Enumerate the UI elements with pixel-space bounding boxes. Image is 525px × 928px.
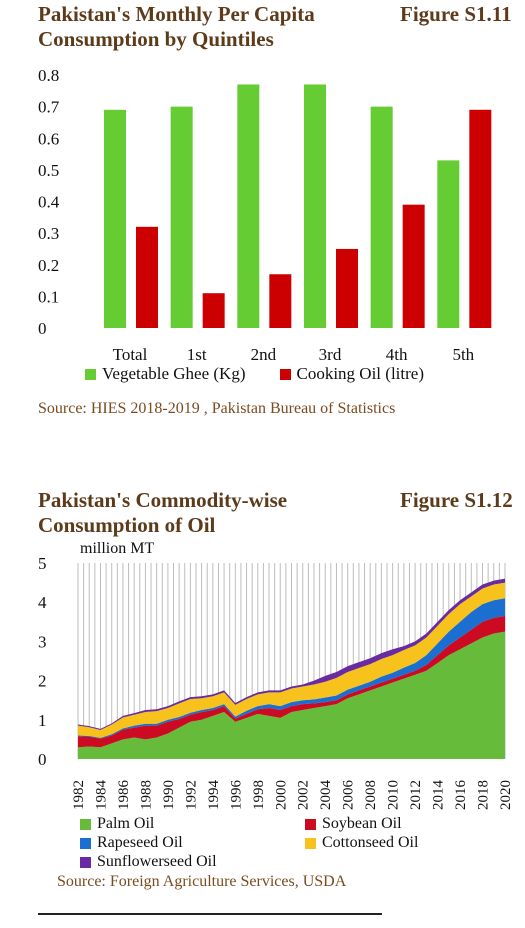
y-tick-label: 0.5 <box>38 161 59 180</box>
y-tick-label: 0.2 <box>38 256 59 275</box>
x-tick-label: 2002 <box>296 780 312 810</box>
chart2-unit-label: million MT <box>80 540 155 557</box>
y-tick-label: 0.8 <box>38 66 59 85</box>
x-tick-label: 2006 <box>341 780 357 811</box>
y-tick-label: 0 <box>38 750 47 769</box>
x-tick-label: 1984 <box>93 780 109 811</box>
legend-swatch-vegetable-ghee <box>85 368 96 380</box>
y-tick-label: 0.4 <box>38 193 60 212</box>
legend-item-sunflowerseed-oil: Sunflowerseed Oil <box>80 853 217 871</box>
area-cottonseed-oil <box>78 582 505 738</box>
x-tick-label: 1998 <box>251 780 267 810</box>
legend-label-palm-oil: Palm Oil <box>97 815 155 832</box>
chart2-title: Pakistan's Commodity-wise Consumption of… <box>38 488 287 538</box>
legend-label-soybean-oil: Soybean Oil <box>322 815 402 832</box>
bar-cooking-5th <box>469 109 492 328</box>
y-tick-label: 0.1 <box>38 287 59 306</box>
legend-label-sunflowerseed-oil: Sunflowerseed Oil <box>97 853 217 870</box>
x-tick-label: 1988 <box>138 780 154 810</box>
chart1-title-line2: Consumption by Quintiles <box>38 27 274 51</box>
x-tick-label: Total <box>113 345 148 364</box>
x-tick-label: 1st <box>187 345 207 364</box>
area-palm-oil <box>78 631 505 759</box>
x-tick-label: 2020 <box>498 780 514 810</box>
chart1-title: Pakistan's Monthly Per Capita Consumptio… <box>38 2 315 52</box>
legend-item-cottonseed-oil: Cottonseed Oil <box>305 834 418 852</box>
bar-cooking-1st <box>202 293 225 328</box>
chart2-title-line2: Consumption of Oil <box>38 513 216 537</box>
y-tick-label: 2 <box>38 672 47 691</box>
legend-label-vegetable-ghee: Vegetable Ghee (Kg) <box>102 364 246 383</box>
chart1-title-line1: Pakistan's Monthly Per Capita <box>38 2 315 26</box>
chart1-source: Source: HIES 2018-2019 , Pakistan Bureau… <box>38 400 396 417</box>
x-tick-label: 1986 <box>116 780 132 811</box>
x-tick-label: 2000 <box>273 780 289 810</box>
bar-vegetable-4th <box>370 106 393 328</box>
x-tick-label: 2016 <box>453 780 469 811</box>
bar-cooking-total <box>136 226 158 328</box>
legend-label-cooking-oil: Cooking Oil (litre) <box>296 364 424 383</box>
x-tick-label: 2014 <box>431 780 447 811</box>
legend-item-rapeseed-oil: Rapeseed Oil <box>80 834 183 852</box>
y-tick-label: 3 <box>38 632 47 651</box>
legend-swatch-rapeseed-oil <box>80 837 91 849</box>
legend-label-rapeseed-oil: Rapeseed Oil <box>97 834 183 851</box>
bar-vegetable-1st <box>170 106 193 328</box>
legend-item-soybean-oil: Soybean Oil <box>305 815 402 833</box>
bar-vegetable-5th <box>437 160 460 328</box>
x-tick-label: 2010 <box>386 780 402 810</box>
bar-cooking-2nd <box>269 274 292 328</box>
chart2-figure-number: Figure S1.12 <box>400 488 513 512</box>
x-tick-label: 2018 <box>476 780 492 810</box>
x-tick-label: 1990 <box>161 780 177 810</box>
chart1-legend: Vegetable Ghee (Kg) Cooking Oil (litre) <box>85 364 424 384</box>
x-tick-label: 1982 <box>71 780 87 810</box>
y-tick-label: 1 <box>38 711 47 730</box>
legend-swatch-cooking-oil <box>279 368 291 380</box>
legend-item-palm-oil: Palm Oil <box>80 815 154 833</box>
chart2-source: Source: Foreign Agriculture Services, US… <box>57 873 347 890</box>
x-tick-label: 2004 <box>318 780 334 811</box>
bar-vegetable-2nd <box>237 84 260 328</box>
x-tick-label: 1992 <box>183 780 199 810</box>
bar-cooking-4th <box>402 204 425 328</box>
legend-label-cottonseed-oil: Cottonseed Oil <box>322 834 419 851</box>
x-tick-label: 5th <box>452 345 474 364</box>
footnote-divider <box>38 913 382 915</box>
chart1-figure-number: Figure S1.11 <box>400 2 512 26</box>
legend-swatch-cottonseed-oil <box>305 837 316 849</box>
y-tick-label: 0 <box>38 319 47 338</box>
y-tick-label: 0.6 <box>38 129 59 148</box>
x-tick-label: 2nd <box>251 345 277 364</box>
legend-swatch-sunflowerseed-oil <box>80 856 91 868</box>
x-tick-label: 2008 <box>363 780 379 810</box>
bar-cooking-3rd <box>336 248 358 328</box>
legend-swatch-soybean-oil <box>305 818 316 830</box>
area-soybean-oil <box>78 615 505 748</box>
y-tick-label: 4 <box>38 593 47 612</box>
x-tick-label: 4th <box>386 345 408 364</box>
bar-vegetable-3rd <box>304 84 326 328</box>
y-tick-label: 0.7 <box>38 98 60 117</box>
chart1-plot: 0 0.1 0.2 0.3 0.4 0.5 0.6 0.7 0.8 Total 1st 2nd 3rd 4… <box>38 66 492 364</box>
x-tick-label: 1996 <box>228 780 244 811</box>
chart2-title-line1: Pakistan's Commodity-wise <box>38 488 288 512</box>
y-tick-label: 0.3 <box>38 224 59 243</box>
x-tick-label: 3rd <box>319 345 342 364</box>
x-tick-label: 2012 <box>408 780 424 810</box>
x-tick-label: 1994 <box>206 780 222 811</box>
legend-swatch-palm-oil <box>80 818 91 830</box>
bar-vegetable-total <box>104 109 126 328</box>
y-tick-label: 5 <box>38 554 47 573</box>
